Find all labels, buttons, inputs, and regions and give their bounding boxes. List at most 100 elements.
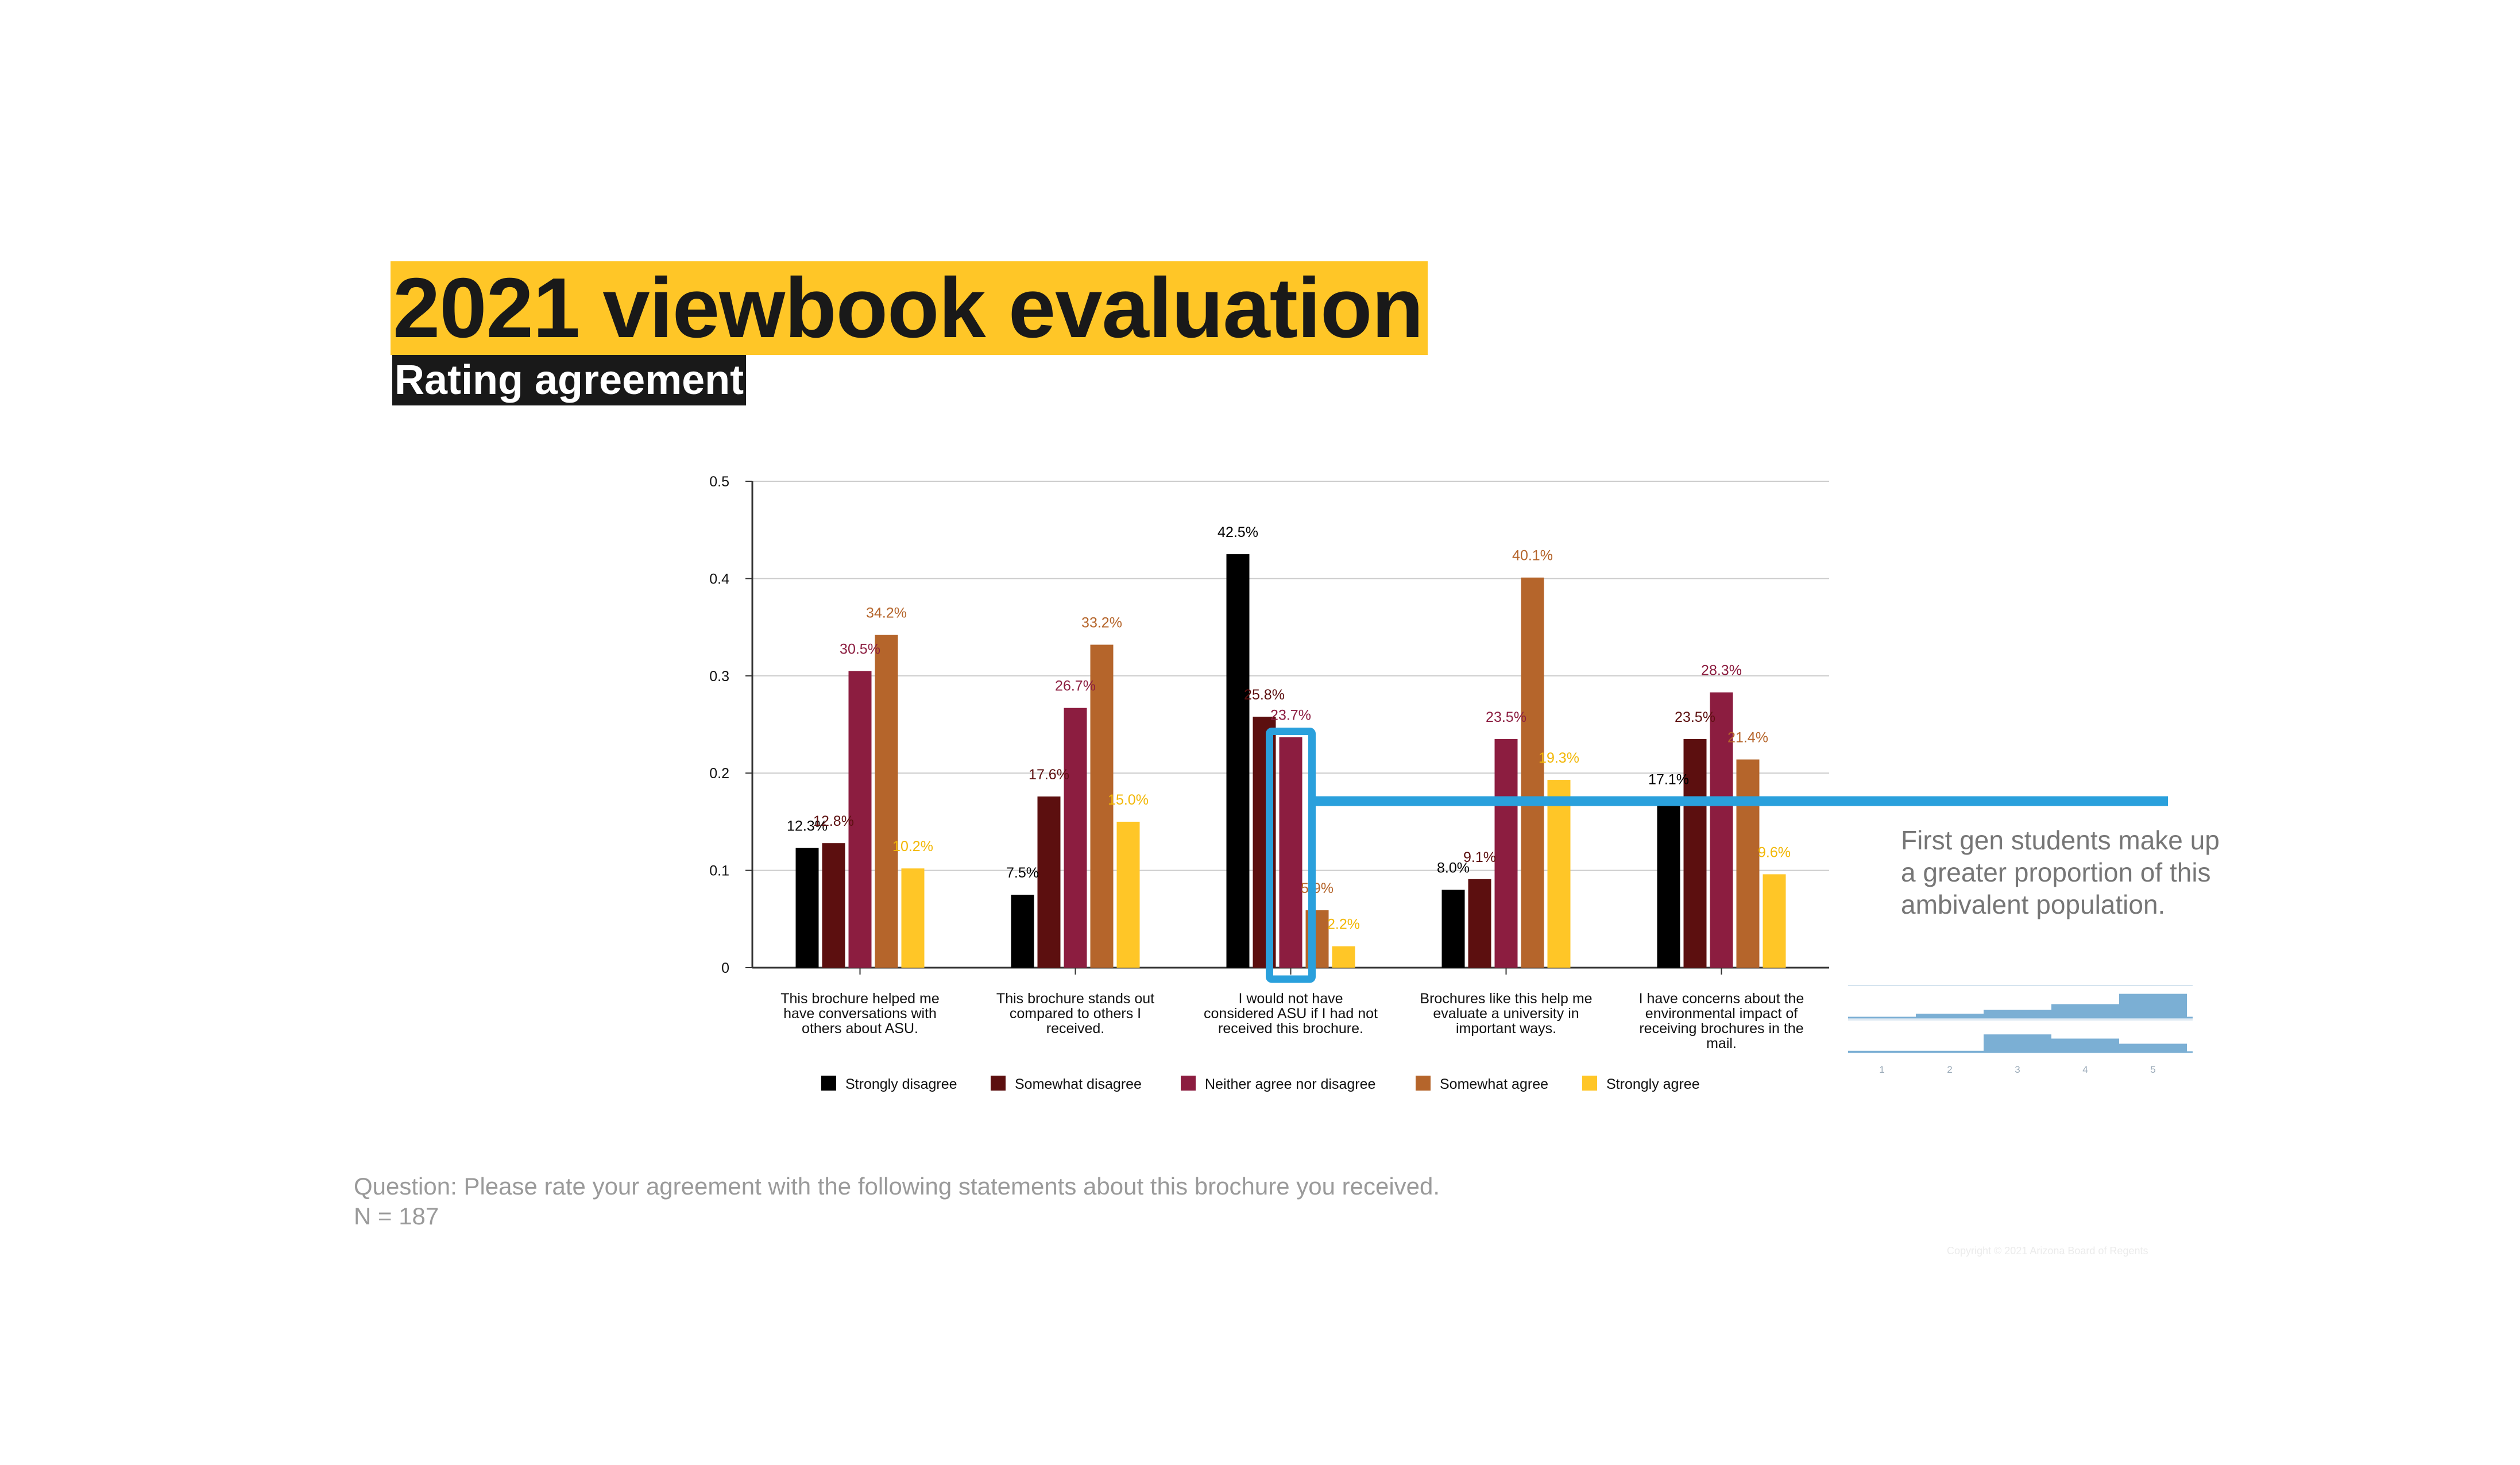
data-label: 19.3%: [1539, 750, 1579, 766]
bar: [822, 843, 845, 968]
legend-label: Strongly agree: [1606, 1076, 1700, 1092]
sample-size: N = 187: [354, 1203, 439, 1230]
data-label: 12.3%: [787, 818, 828, 834]
y-tick-label: 0.4: [709, 571, 729, 587]
legend-label: Somewhat agree: [1440, 1076, 1548, 1092]
data-label: 15.0%: [1108, 792, 1149, 808]
bar: [1037, 796, 1061, 968]
bar: [1763, 874, 1786, 968]
bar: [1279, 737, 1302, 968]
question-note: Question: Please rate your agreement wit…: [354, 1172, 1440, 1231]
bar: [1064, 708, 1087, 968]
x-tick-label: evaluate a university in: [1433, 1006, 1579, 1022]
page-title: 2021 viewbook evaluation: [391, 261, 1428, 355]
x-tick-label: I have concerns about the: [1639, 991, 1804, 1007]
y-tick-label: 0: [721, 960, 729, 976]
data-label: 9.1%: [1463, 849, 1496, 865]
mini-bar: [2119, 994, 2187, 1018]
callout-text: First gen students make up a greater pro…: [1901, 825, 2220, 919]
x-tick-label: received this brochure.: [1218, 1021, 1363, 1037]
bar: [875, 635, 898, 968]
data-label: 17.6%: [1029, 767, 1069, 783]
x-tick-label: I would not have: [1238, 991, 1343, 1007]
page-subtitle: Rating agreement: [392, 355, 747, 405]
bar: [1494, 739, 1518, 968]
bar: [901, 868, 925, 968]
x-tick-label: important ways.: [1456, 1021, 1556, 1037]
data-label: 5.9%: [1301, 880, 1334, 896]
legend-swatch: [1416, 1076, 1431, 1091]
bar: [1226, 554, 1250, 968]
legend-label: Somewhat disagree: [1015, 1076, 1142, 1092]
legend-label: Strongly disagree: [845, 1076, 957, 1092]
data-label: 23.5%: [1675, 709, 1715, 725]
bar: [1683, 739, 1707, 968]
mini-tick-label: 5: [2150, 1064, 2155, 1075]
data-label: 28.3%: [1701, 663, 1742, 679]
bar: [848, 671, 872, 968]
legend-swatch: [821, 1076, 836, 1091]
bar: [1710, 692, 1733, 968]
y-tick-label: 0.2: [709, 766, 729, 782]
data-label: 21.4%: [1727, 729, 1768, 745]
question-text: Question: Please rate your agreement wit…: [354, 1173, 1440, 1200]
legend-swatch: [1181, 1076, 1196, 1091]
mini-bar: [2119, 1043, 2187, 1052]
y-tick-label: 0.1: [709, 863, 729, 879]
copyright-text: Copyright © 2021 Arizona Board of Regent…: [1947, 1245, 2148, 1257]
legend-swatch: [991, 1076, 1006, 1091]
mini-tick-label: 3: [2015, 1064, 2020, 1075]
y-tick-label: 0.3: [709, 668, 729, 685]
data-label: 26.7%: [1055, 678, 1096, 694]
bar: [1090, 644, 1114, 968]
bar: [1736, 759, 1760, 968]
data-label: 12.8%: [813, 813, 854, 829]
x-tick-label: receiving brochures in the: [1639, 1021, 1803, 1037]
bar: [1011, 894, 1034, 968]
x-tick-label: This brochure helped me: [780, 991, 940, 1007]
bar: [795, 848, 819, 968]
data-label: 42.5%: [1218, 524, 1258, 540]
mini-tick-label: 2: [1947, 1064, 1952, 1075]
legend-swatch: [1582, 1076, 1597, 1091]
bar: [1468, 879, 1491, 968]
x-tick-label: have conversations with: [783, 1006, 937, 1022]
data-label: 30.5%: [840, 641, 880, 657]
highlight-box: [1266, 728, 1316, 983]
mini-bar: [1984, 1010, 2051, 1018]
x-tick-label: considered ASU if I had not: [1204, 1006, 1378, 1022]
bar: [1116, 821, 1140, 968]
x-tick-label: This brochure stands out: [996, 991, 1154, 1007]
x-tick-label: received.: [1046, 1021, 1104, 1037]
bar: [1657, 801, 1680, 968]
mini-bar: [1984, 1034, 2051, 1052]
bar: [1441, 890, 1465, 968]
x-tick-label: environmental impact of: [1645, 1006, 1798, 1022]
data-label: 8.0%: [1437, 860, 1470, 876]
data-label: 2.2%: [1327, 917, 1360, 933]
data-label: 9.6%: [1758, 844, 1791, 860]
x-tick-label: compared to others I: [1010, 1006, 1141, 1022]
data-label: 7.5%: [1006, 865, 1039, 881]
mini-bar: [2051, 1038, 2119, 1052]
x-tick-label: others about ASU.: [802, 1021, 918, 1037]
mini-tick-label: 4: [2082, 1064, 2088, 1075]
x-tick-label: Brochures like this help me: [1420, 991, 1592, 1007]
data-label: 23.7%: [1270, 708, 1311, 724]
mini-histogram: 1 2 3 4 5: [1848, 985, 2193, 1075]
x-tick-label: mail.: [1706, 1035, 1737, 1052]
bar: [1547, 780, 1571, 968]
data-label: 34.2%: [866, 605, 907, 621]
mini-tick-label: 1: [1879, 1064, 1884, 1075]
bar: [1332, 946, 1355, 968]
data-label: 17.1%: [1648, 771, 1689, 787]
y-tick-label: 0.5: [709, 474, 729, 490]
data-label: 10.2%: [892, 838, 933, 855]
data-label: 25.8%: [1244, 687, 1285, 703]
mini-bar: [1916, 1014, 1984, 1018]
legend-label: Neither agree nor disagree: [1205, 1076, 1375, 1092]
mini-bar: [2051, 1004, 2119, 1018]
bar: [1521, 577, 1544, 968]
data-label: 33.2%: [1081, 615, 1122, 631]
